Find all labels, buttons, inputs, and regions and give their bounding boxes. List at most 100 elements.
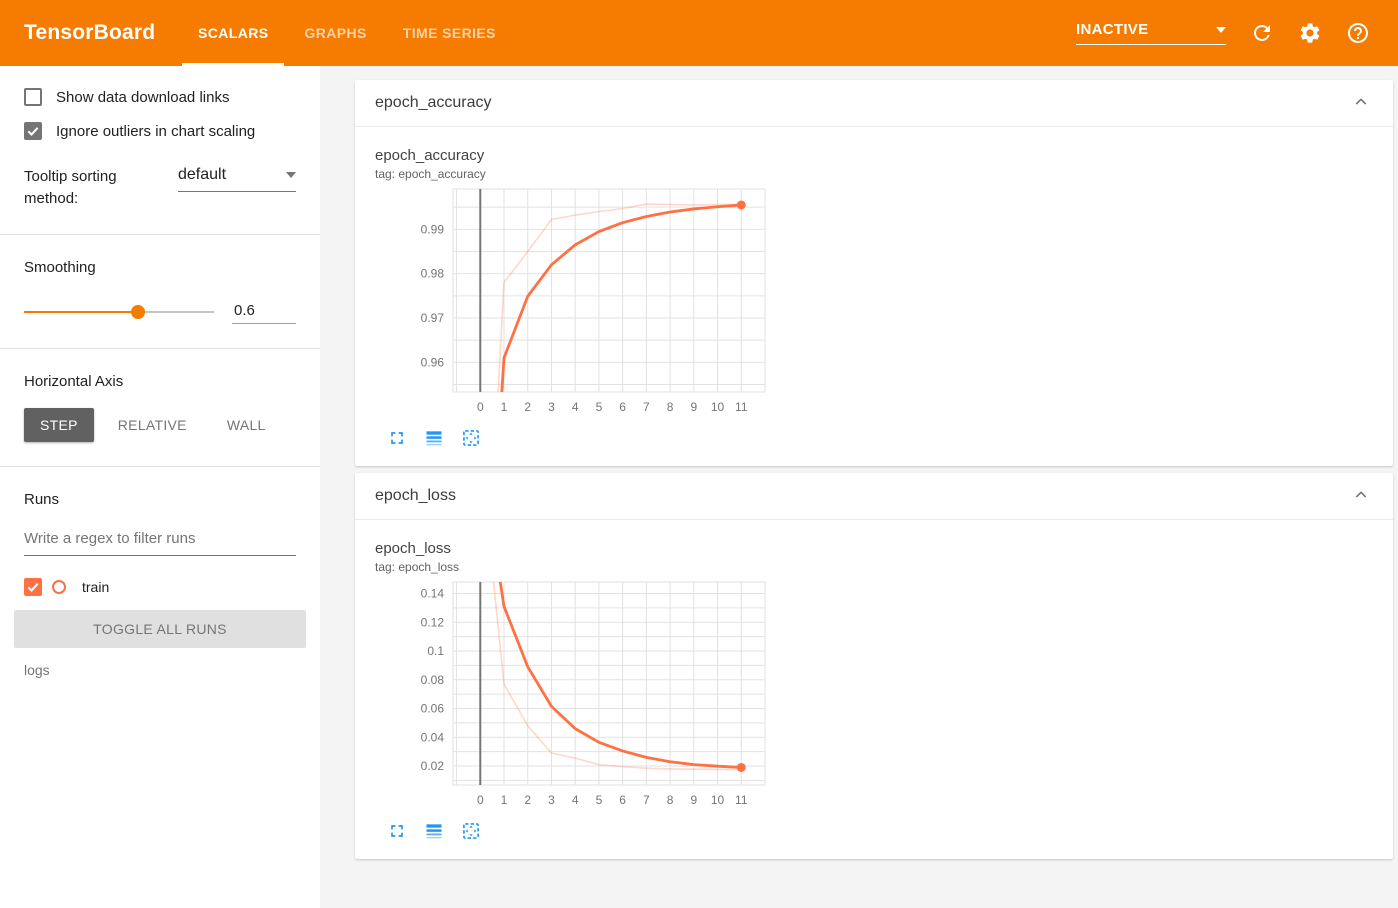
fit-domain-icon[interactable] xyxy=(461,821,481,841)
checkbox-label: Show data download links xyxy=(56,88,230,106)
svg-text:0.14: 0.14 xyxy=(421,587,445,601)
runs-footer-logdir: logs xyxy=(24,661,50,678)
checkbox-icon xyxy=(24,88,42,106)
card-title: epoch_accuracy xyxy=(375,94,492,111)
svg-text:0.97: 0.97 xyxy=(421,311,445,325)
divider xyxy=(0,233,320,235)
tooltip-sorting-value: default xyxy=(178,166,227,183)
divider xyxy=(0,347,320,349)
app-header: TensorBoard SCALARS GRAPHS TIME SERIES I… xyxy=(0,0,1398,66)
scalar-line-chart[interactable]: 0.96 0.97 0.98 0.99 0 1 2 3 4 5 6 7 8 9 10 11 xyxy=(375,183,773,419)
run-item-train: train xyxy=(24,577,296,596)
chart-tag: tag: epoch_loss xyxy=(375,560,460,574)
expand-chart-icon[interactable] xyxy=(387,821,407,841)
header-actions: INACTIVE xyxy=(1076,0,1398,66)
reload-status-value: INACTIVE xyxy=(1076,21,1149,38)
tab-graphs[interactable]: GRAPHS xyxy=(304,25,367,41)
svg-text:0: 0 xyxy=(477,400,484,414)
smoothing-label: Smoothing xyxy=(24,258,96,276)
svg-text:3: 3 xyxy=(548,793,555,807)
svg-text:10: 10 xyxy=(711,793,725,807)
svg-text:2: 2 xyxy=(524,400,531,414)
runs-label: Runs xyxy=(24,490,60,508)
svg-text:11: 11 xyxy=(735,793,748,807)
run-checkbox-icon[interactable] xyxy=(24,577,42,596)
ignore-outliers-checkbox[interactable]: Ignore outliers in chart scaling xyxy=(24,122,296,140)
svg-text:6: 6 xyxy=(619,400,626,414)
expand-chart-icon[interactable] xyxy=(387,428,407,448)
svg-text:9: 9 xyxy=(690,793,697,807)
tab-time-series[interactable]: TIME SERIES xyxy=(402,25,496,41)
svg-text:3: 3 xyxy=(548,400,555,414)
svg-text:0.96: 0.96 xyxy=(421,355,445,369)
horizontal-axis-label: Horizontal Axis xyxy=(24,372,124,390)
svg-text:9: 9 xyxy=(690,400,697,414)
smoothing-value-input[interactable] xyxy=(232,299,296,324)
svg-text:7: 7 xyxy=(643,793,650,807)
chart-title: epoch_accuracy xyxy=(375,147,485,164)
axis-relative-button[interactable]: RELATIVE xyxy=(102,408,203,442)
fit-domain-icon[interactable] xyxy=(461,428,481,448)
svg-text:0.02: 0.02 xyxy=(421,759,445,773)
slider-thumb[interactable] xyxy=(131,304,145,319)
svg-text:5: 5 xyxy=(596,793,603,807)
svg-text:0: 0 xyxy=(477,793,484,807)
svg-text:0.06: 0.06 xyxy=(421,702,445,716)
log-scale-toggle-icon[interactable] xyxy=(424,821,444,841)
svg-text:0.08: 0.08 xyxy=(421,673,445,687)
refresh-icon[interactable] xyxy=(1250,21,1274,45)
tooltip-sorting-dropdown[interactable]: default xyxy=(178,166,296,192)
svg-text:4: 4 xyxy=(572,400,579,414)
svg-text:11: 11 xyxy=(735,400,748,414)
app-logo: TensorBoard xyxy=(24,21,156,44)
tag-card-epoch-accuracy: epoch_accuracy epoch_accuracy tag: epoch… xyxy=(355,80,1393,466)
svg-text:0.12: 0.12 xyxy=(421,615,445,629)
svg-text:0.1: 0.1 xyxy=(427,644,444,658)
show-download-links-checkbox[interactable]: Show data download links xyxy=(24,88,296,106)
svg-text:8: 8 xyxy=(667,793,674,807)
card-title: epoch_loss xyxy=(375,487,456,504)
svg-text:10: 10 xyxy=(711,400,725,414)
chevron-up-icon xyxy=(1355,97,1367,105)
chevron-down-icon xyxy=(286,172,296,178)
dashboard-main: epoch_accuracy epoch_accuracy tag: epoch… xyxy=(320,66,1398,908)
settings-sidebar: Show data download links Ignore outliers… xyxy=(0,66,320,908)
chevron-down-icon xyxy=(1216,26,1226,33)
tab-scalars[interactable]: SCALARS xyxy=(180,0,286,66)
scalar-line-chart[interactable]: 0.02 0.04 0.06 0.08 0.1 0.12 0.14 0 1 2 3 4 5 6 7 8 9 10 1… xyxy=(375,576,773,812)
svg-text:0.99: 0.99 xyxy=(421,222,445,236)
svg-text:0.04: 0.04 xyxy=(421,730,445,744)
nav-tabs: SCALARS GRAPHS TIME SERIES xyxy=(180,0,514,66)
slider-fill xyxy=(24,310,138,313)
help-icon[interactable] xyxy=(1346,21,1370,45)
svg-text:1: 1 xyxy=(501,793,508,807)
axis-step-button[interactable]: STEP xyxy=(24,407,94,442)
chart-tag: tag: epoch_accuracy xyxy=(375,167,486,181)
tag-card-epoch-loss: epoch_loss epoch_loss tag: epoch_loss 0.… xyxy=(355,473,1393,859)
chart-title: epoch_loss xyxy=(375,540,451,557)
svg-text:7: 7 xyxy=(643,400,650,414)
svg-text:4: 4 xyxy=(572,793,579,807)
svg-text:5: 5 xyxy=(596,400,603,414)
checkbox-icon xyxy=(24,122,42,140)
axis-wall-button[interactable]: WALL xyxy=(211,408,282,442)
collapse-card-button[interactable] xyxy=(1349,483,1373,510)
tooltip-sorting-label: Tooltip sorting method: xyxy=(24,168,117,207)
svg-text:0.98: 0.98 xyxy=(421,267,445,281)
svg-text:8: 8 xyxy=(667,400,674,414)
run-label: train xyxy=(82,578,110,595)
svg-text:6: 6 xyxy=(619,793,626,807)
toggle-all-runs-button[interactable]: TOGGLE ALL RUNS xyxy=(14,609,306,648)
settings-icon[interactable] xyxy=(1298,21,1322,45)
svg-text:2: 2 xyxy=(524,793,531,807)
reload-status-dropdown[interactable]: INACTIVE xyxy=(1076,21,1226,45)
smoothing-slider[interactable] xyxy=(24,304,214,320)
run-color-swatch-icon[interactable] xyxy=(52,579,66,594)
runs-filter-input[interactable] xyxy=(24,525,296,556)
svg-text:1: 1 xyxy=(501,400,508,414)
chevron-up-icon xyxy=(1355,490,1367,498)
checkbox-label: Ignore outliers in chart scaling xyxy=(56,122,256,140)
log-scale-toggle-icon[interactable] xyxy=(424,428,444,448)
divider xyxy=(0,465,320,467)
collapse-card-button[interactable] xyxy=(1349,90,1373,117)
